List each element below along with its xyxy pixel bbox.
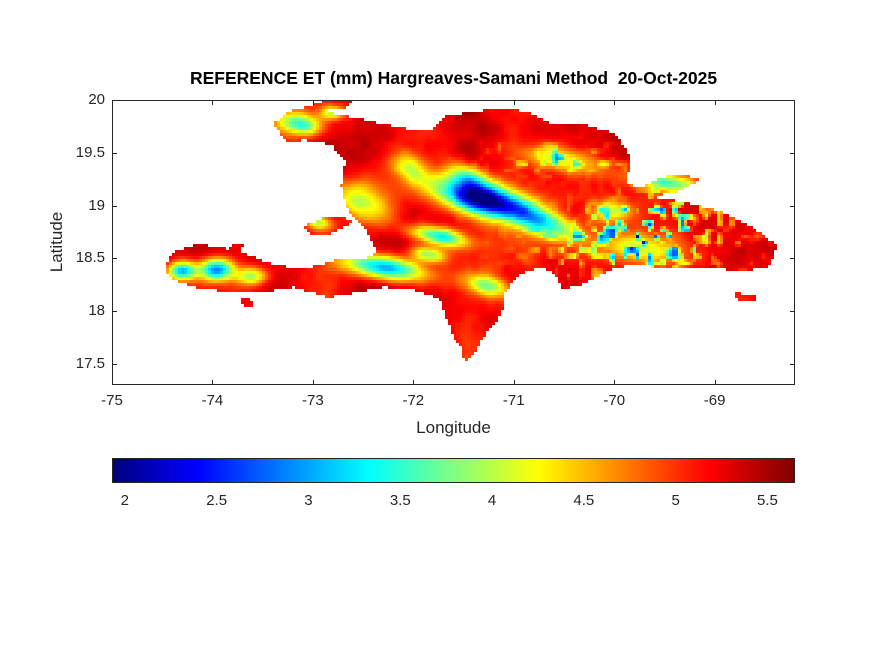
colorbar-tick-label: 2.5 <box>206 492 228 509</box>
x-tick-mark <box>112 100 113 105</box>
y-tick-mark <box>112 100 117 101</box>
colorbar-tick-label: 4.5 <box>573 492 595 509</box>
x-tick-label: -75 <box>101 392 123 409</box>
y-tick-label: 18 <box>88 302 105 320</box>
colorbar-tick-label: 2 <box>120 492 130 509</box>
y-tick-mark <box>790 152 795 154</box>
y-tick-mark <box>112 258 117 260</box>
heatmap-canvas <box>112 100 795 385</box>
colorbar-tick-label: 5 <box>671 492 680 509</box>
colorbar-tick-label: 4 <box>487 492 497 509</box>
colorbar-tick-label: 3.5 <box>389 492 411 509</box>
x-tick-mark <box>413 380 415 385</box>
x-tick-mark <box>714 380 716 385</box>
y-tick-mark <box>112 205 117 207</box>
y-tick-label: 20 <box>88 91 105 109</box>
x-tick-mark <box>714 100 716 105</box>
x-tick-mark <box>614 100 616 105</box>
y-tick-mark <box>790 100 795 101</box>
x-tick-label: -73 <box>302 392 324 409</box>
y-tick-mark <box>112 311 117 313</box>
y-tick-label: 18.5 <box>75 249 105 267</box>
colorbar <box>112 458 795 483</box>
plot-area <box>112 100 795 385</box>
y-tick-mark <box>790 258 795 260</box>
colorbar-tick-label: 3 <box>304 492 313 509</box>
y-tick-label: 19 <box>88 196 105 214</box>
x-tick-mark <box>312 380 314 385</box>
y-tick-mark <box>790 205 795 207</box>
x-tick-mark <box>312 100 314 105</box>
chart-title: REFERENCE ET (mm) Hargreaves-Samani Meth… <box>189 68 718 88</box>
y-tick-label: 19.5 <box>75 143 105 161</box>
x-axis-label: Longitude <box>416 418 491 437</box>
y-tick-mark <box>790 311 795 313</box>
colorbar-tick-label: 5.5 <box>757 492 778 509</box>
x-tick-label: -69 <box>703 392 726 409</box>
y-tick-mark <box>112 152 117 154</box>
x-tick-mark <box>513 100 515 105</box>
y-tick-mark <box>112 363 117 365</box>
x-tick-mark <box>112 380 113 385</box>
x-tick-mark <box>212 380 214 385</box>
y-tick-label: 17.5 <box>75 355 105 373</box>
x-tick-mark <box>614 380 616 385</box>
x-tick-label: -72 <box>402 392 425 409</box>
y-tick-mark <box>790 363 795 365</box>
x-tick-mark <box>513 380 515 385</box>
x-tick-label: -70 <box>603 392 626 409</box>
x-tick-mark <box>212 100 214 105</box>
x-tick-mark <box>413 100 415 105</box>
colorbar-gradient <box>113 459 794 482</box>
x-tick-label: -71 <box>502 392 525 409</box>
x-tick-label: -74 <box>201 392 224 409</box>
